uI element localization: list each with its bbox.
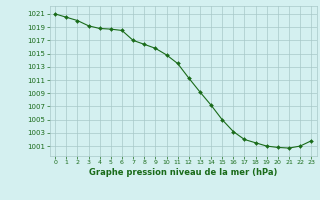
X-axis label: Graphe pression niveau de la mer (hPa): Graphe pression niveau de la mer (hPa) xyxy=(89,168,277,177)
